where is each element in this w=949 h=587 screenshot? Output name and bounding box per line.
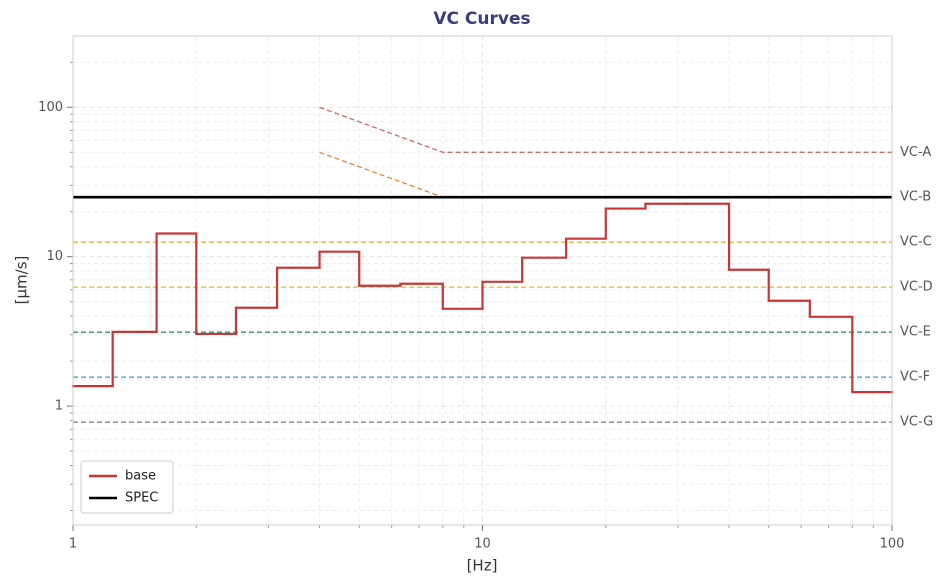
legend-box bbox=[80, 460, 174, 514]
y-tick-label: 10 bbox=[46, 249, 63, 264]
y-tick-label: 1 bbox=[55, 399, 63, 414]
x-tick-label: 10 bbox=[474, 537, 491, 552]
reference-label: VC-D bbox=[900, 280, 933, 295]
reference-label: VC-E bbox=[900, 325, 931, 340]
reference-label: VC-C bbox=[900, 235, 932, 250]
x-tick-label: 100 bbox=[880, 537, 905, 552]
y-tick-label: 100 bbox=[38, 100, 63, 115]
reference-label: VC-G bbox=[900, 415, 933, 430]
x-axis-label: [Hz] bbox=[467, 557, 498, 575]
plot-frame bbox=[72, 35, 893, 526]
reference-label: VC-B bbox=[900, 190, 931, 205]
reference-curve bbox=[319, 106, 892, 153]
legend: base SPEC bbox=[80, 460, 174, 514]
x-tick-label: 1 bbox=[69, 537, 77, 552]
plot-area: VC-A VC-B VC-C VC-D VC-E VC-F VC-G bbox=[71, 106, 933, 430]
legend-label: base bbox=[125, 469, 156, 484]
reference-label: VC-F bbox=[900, 370, 930, 385]
chart-title: VC Curves bbox=[433, 9, 530, 29]
legend-label: SPEC bbox=[125, 491, 158, 506]
reference-label: VC-A bbox=[900, 145, 931, 160]
y-axis-label: [µm/s] bbox=[13, 256, 31, 305]
